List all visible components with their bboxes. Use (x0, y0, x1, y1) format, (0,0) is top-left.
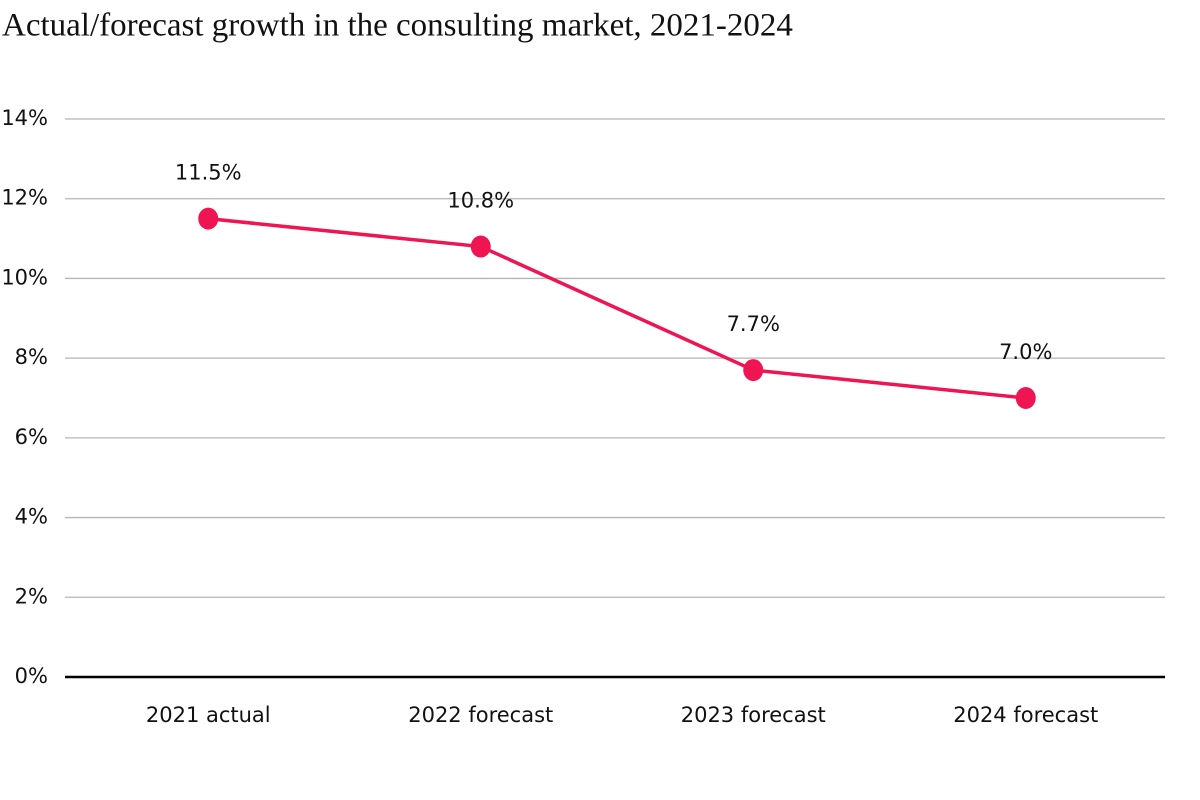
y-tick-label: 12% (1, 186, 48, 210)
y-tick-label: 14% (1, 106, 48, 130)
data-label: 7.7% (727, 312, 780, 336)
point (743, 359, 764, 382)
x-tick-label: 2022 forecast (408, 703, 553, 727)
data-label: 7.0% (999, 340, 1052, 364)
x-tick-label: 2024 forecast (953, 703, 1098, 727)
x-tick-label: 2023 forecast (681, 703, 826, 727)
point (198, 207, 219, 230)
x-tick-label: 2021 actual (146, 703, 271, 727)
y-tick-label: 0% (15, 664, 48, 688)
data-label: 10.8% (447, 189, 514, 213)
y-tick-label: 8% (15, 345, 48, 369)
y-tick-label: 10% (1, 265, 48, 289)
y-tick-label: 6% (15, 425, 48, 449)
y-tick-label: 4% (15, 505, 48, 529)
point (470, 235, 491, 258)
chart-title: Actual/forecast growth in the consulting… (2, 8, 793, 44)
point (1015, 387, 1036, 409)
y-tick-label: 2% (15, 584, 48, 608)
data-label: 11.5% (175, 161, 242, 185)
line (208, 216, 1026, 400)
